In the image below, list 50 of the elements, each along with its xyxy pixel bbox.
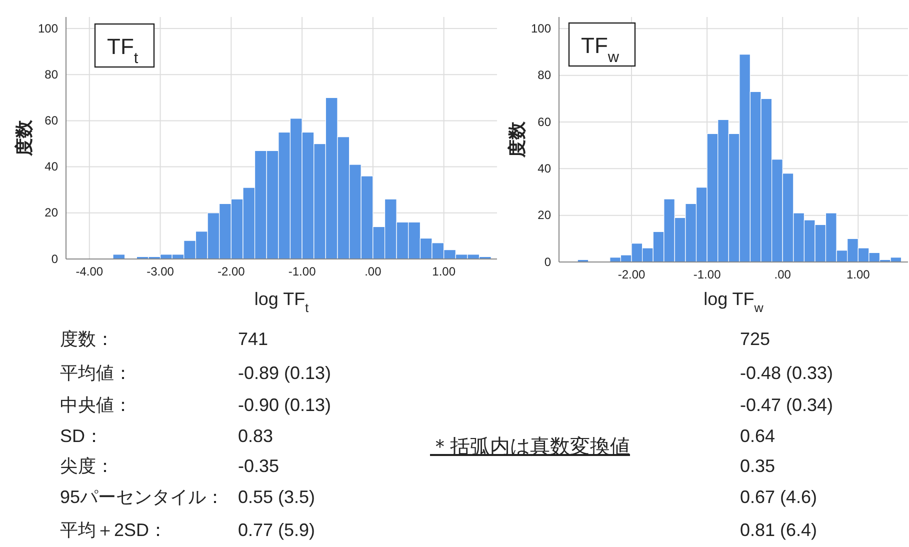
text: 尖度： (60, 456, 114, 476)
y-tick-label: 80 (44, 67, 58, 82)
y-tick-label: 20 (538, 208, 552, 222)
text: TF$_{t}$ (107, 34, 139, 66)
y-tick-label: 80 (538, 68, 552, 82)
x-axis-title: log TF$_{w}$ (704, 289, 764, 315)
text: 中央値： (60, 395, 132, 415)
text: -0.89 (0.13) (238, 363, 332, 383)
x-tick-label: -1.00 (288, 264, 316, 279)
text: SD： (60, 426, 104, 446)
text: 0.67 (4.6) (740, 487, 818, 507)
text: 0.55 (3.5) (238, 487, 316, 507)
x-tick-label: -1.00 (693, 268, 722, 282)
text: 平均値： (60, 363, 132, 383)
x-tick-label: .00 (364, 264, 382, 279)
text: 95パーセンタイル： (60, 487, 224, 507)
x-tick-label: -2.00 (618, 268, 646, 282)
text: 0.81 (6.4) (740, 520, 818, 540)
x-tick-label: -2.00 (217, 264, 246, 279)
text: 度数： (60, 329, 114, 349)
text: -0.90 (0.13) (238, 395, 332, 415)
text: 0.35 (740, 456, 776, 476)
y-tick-label: 100 (530, 22, 552, 36)
text: 741 (238, 329, 268, 349)
x-tick-label: 1.00 (432, 264, 456, 279)
text: 0.77 (5.9) (238, 520, 316, 540)
text: 725 (740, 329, 770, 349)
x-tick-label: -4.00 (76, 264, 104, 279)
x-tick-label: 1.00 (846, 268, 870, 282)
y-tick-label: 20 (44, 206, 58, 220)
text: -0.47 (0.34) (740, 395, 834, 415)
x-tick-label: .00 (774, 268, 792, 282)
y-tick-label: 0 (544, 254, 552, 269)
x-axis-title: log TF$_{t}$ (254, 289, 310, 315)
text: TF$_{w}$ (581, 33, 620, 66)
y-tick-label: 60 (538, 114, 552, 129)
y-axis-title: 度数 (14, 119, 34, 157)
y-tick-label: 60 (44, 114, 58, 128)
text: -0.35 (238, 456, 280, 476)
y-tick-label: 0 (51, 252, 58, 266)
y-tick-label: 40 (44, 160, 58, 174)
text: ＊括弧内は真数変換値 (430, 435, 630, 458)
text: 平均＋2SD： (60, 520, 168, 540)
y-tick-label: 100 (38, 21, 58, 36)
text: 0.83 (238, 426, 274, 446)
text: 0.64 (740, 426, 776, 446)
x-tick-label: -3.00 (146, 264, 174, 279)
y-tick-label: 40 (538, 162, 552, 176)
text: -0.48 (0.33) (740, 363, 834, 383)
y-axis-title: 度数 (507, 120, 527, 158)
